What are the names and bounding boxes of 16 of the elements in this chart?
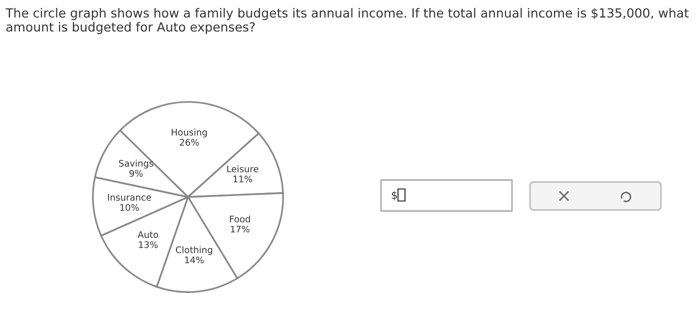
slice-label: Insurance [108,194,152,201]
slice-label: Housing [172,128,207,138]
slice-label: Food [230,215,250,222]
slice-label: Savings [119,160,154,168]
slice-label: Auto [138,231,158,238]
data-label: 9% [129,170,143,177]
slice-label: Leisure [227,165,258,172]
data-label: 17% [230,226,250,233]
data-label: 11% [234,176,252,182]
text: $ [392,190,397,200]
data-label: 26% [180,138,199,146]
data-label: 10% [120,204,139,211]
text: The circle graph shows how a family budgets its annual income. If the total annual income is $135,000, what amount is budgeted for Auto expenses? [6,8,689,34]
slice-label: Clothing [176,246,212,255]
data-label: 14% [185,256,204,264]
data-label: 13% [139,241,158,248]
